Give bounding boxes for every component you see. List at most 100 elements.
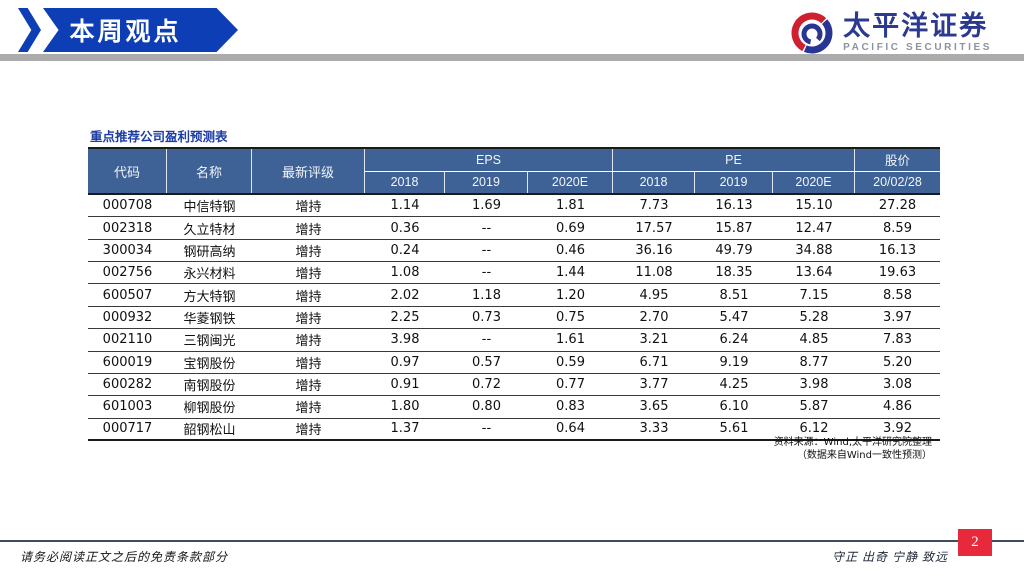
logo-name-cn: 太平洋证券	[843, 11, 989, 41]
cell-eps-2020e: 0.46	[556, 242, 585, 258]
cell-code: 000708	[102, 198, 153, 214]
cell-price: 4.86	[883, 399, 912, 415]
cell-code: 600507	[102, 287, 153, 303]
logo-name-en: PACIFIC SECURITIES	[843, 42, 992, 53]
col-header-code: 代码	[88, 149, 167, 193]
cell-eps-2018: 1.80	[390, 399, 420, 415]
cell-name: 柳钢股份	[183, 401, 236, 417]
cell-eps-2019: --	[481, 421, 492, 437]
source-note-line2: （数据来自Wind一致性预测）	[796, 449, 932, 461]
cell-pe-2020e: 13.64	[795, 265, 833, 281]
company-logo: 太平洋证券 PACIFIC SECURITIES	[789, 10, 992, 56]
cell-eps-2020e: 0.64	[556, 421, 585, 437]
cell-price: 8.59	[883, 220, 912, 236]
cell-pe-2020e: 3.98	[799, 377, 829, 393]
cell-eps-2018: 0.91	[390, 377, 420, 393]
cell-price: 3.92	[883, 421, 912, 437]
col-header-name: 名称	[167, 149, 252, 193]
footer-divider	[0, 540, 1024, 542]
cell-rating: 增持	[295, 401, 322, 417]
cell-name: 方大特钢	[183, 289, 236, 305]
cell-pe-2019: 9.19	[719, 354, 749, 370]
cell-pe-2018: 4.95	[639, 287, 669, 303]
cell-pe-2020e: 34.88	[795, 242, 833, 258]
cell-code: 600282	[102, 377, 153, 393]
cell-rating: 增持	[295, 356, 322, 372]
cell-pe-2019: 6.24	[719, 332, 749, 348]
cell-name: 永兴材料	[183, 267, 236, 283]
cell-code: 002756	[102, 265, 153, 281]
col-group-price: 股价	[884, 154, 910, 169]
table-row: 000717 韶钢松山 增持 1.37 -- 0.64 3.33 5.61 6.12 3.92	[88, 419, 940, 441]
col-group-eps: EPS	[365, 149, 613, 171]
cell-name: 南钢股份	[183, 379, 236, 395]
cell-eps-2020e: 1.61	[556, 332, 585, 348]
cell-pe-2019: 6.10	[719, 399, 749, 415]
cell-price: 16.13	[878, 242, 917, 258]
cell-eps-2018: 1.37	[390, 421, 420, 437]
cell-rating: 增持	[295, 200, 322, 216]
cell-pe-2019: 15.87	[715, 220, 753, 236]
table-row: 002756 永兴材料 增持 1.08 -- 1.44 11.08 18.35 13.64 19.…	[88, 262, 940, 285]
cell-pe-2019: 18.35	[715, 265, 753, 281]
col-header-eps-2018: 2018	[365, 171, 445, 193]
cell-pe-2020e: 7.15	[799, 287, 829, 303]
cell-price: 3.08	[883, 377, 912, 393]
cell-eps-2018: 1.14	[390, 198, 420, 214]
footer-motto: 守正 出奇 宁静 致远	[831, 550, 948, 564]
cell-pe-2018: 3.65	[639, 399, 669, 415]
section-banner: 本周观点	[43, 8, 238, 52]
cell-pe-2019: 16.13	[715, 198, 753, 214]
cell-eps-2020e: 0.83	[556, 399, 585, 415]
cell-code: 601003	[102, 399, 153, 415]
table-body: 000708 中信特钢 增持 1.14 1.69 1.81 7.73 16.13 15.10 27…	[88, 195, 940, 441]
cell-code: 300034	[102, 242, 153, 258]
footer-disclaimer: 请务必阅读正文之后的免责条款部分	[20, 550, 229, 564]
cell-rating: 增持	[295, 334, 322, 350]
cell-name: 宝钢股份	[183, 356, 236, 372]
cell-eps-2019: 1.69	[472, 198, 501, 214]
table-header-right: EPS PE 股价 2018 2019 2020E 2018 2019 2020…	[365, 149, 940, 193]
cell-eps-2020e: 1.44	[556, 265, 585, 281]
cell-pe-2018: 17.57	[635, 220, 673, 236]
cell-eps-2019: --	[481, 332, 492, 348]
cell-eps-2019: --	[481, 220, 492, 236]
cell-pe-2020e: 4.85	[799, 332, 829, 348]
cell-code: 000717	[102, 421, 153, 437]
cell-pe-2018: 3.77	[639, 377, 669, 393]
cell-eps-2020e: 1.81	[556, 198, 585, 214]
col-header-pe-2020e: 2020E	[773, 171, 855, 193]
table-header: 代码 名称 最新评级 EPS PE 股价 2018 2019 2020E 201…	[88, 147, 940, 195]
cell-name: 韶钢松山	[183, 423, 236, 439]
table-header-groups: EPS PE 股价	[365, 149, 940, 172]
col-header-eps-2019: 2019	[445, 171, 528, 193]
cell-pe-2019: 4.25	[719, 377, 749, 393]
cell-rating: 增持	[295, 311, 322, 327]
cell-eps-2020e: 0.59	[556, 354, 585, 370]
cell-eps-2018: 0.24	[390, 242, 420, 258]
cell-pe-2019: 5.61	[719, 421, 749, 437]
col-header-rating: 最新评级	[252, 149, 365, 193]
table-row: 601003 柳钢股份 增持 1.80 0.80 0.83 3.65 6.10 5.87 4.86	[88, 396, 940, 419]
cell-rating: 增持	[295, 244, 322, 260]
table-row: 002318 久立特材 增持 0.36 -- 0.69 17.57 15.87 12.47 8.5…	[88, 217, 940, 240]
source-note-line1: 资料来源：Wind,太平洋研究院整理	[773, 437, 932, 448]
cell-eps-2019: 0.57	[472, 354, 501, 370]
cell-pe-2018: 36.16	[635, 242, 673, 258]
cell-price: 3.97	[883, 309, 912, 325]
cell-pe-2019: 8.51	[719, 287, 749, 303]
cell-pe-2020e: 6.12	[799, 421, 829, 437]
cell-pe-2018: 3.33	[639, 421, 669, 437]
pacific-securities-logo-icon	[791, 12, 833, 54]
cell-price: 7.83	[883, 332, 912, 348]
cell-pe-2019: 49.79	[715, 242, 753, 258]
table-row: 000932 华菱钢铁 增持 2.25 0.73 0.75 2.70 5.47 5.28 3.97	[88, 307, 940, 330]
table-header-years: 2018 2019 2020E 2018 2019 2020E 20/02/28	[365, 171, 940, 193]
table-row: 000708 中信特钢 增持 1.14 1.69 1.81 7.73 16.13 15.10 27…	[88, 195, 940, 218]
cell-eps-2020e: 0.69	[556, 220, 585, 236]
logo-text-block: 太平洋证券 PACIFIC SECURITIES	[843, 13, 992, 53]
cell-eps-2020e: 1.20	[556, 287, 585, 303]
cell-eps-2019: --	[481, 265, 492, 281]
cell-pe-2018: 6.71	[639, 354, 669, 370]
cell-name: 三钢闽光	[183, 334, 236, 350]
